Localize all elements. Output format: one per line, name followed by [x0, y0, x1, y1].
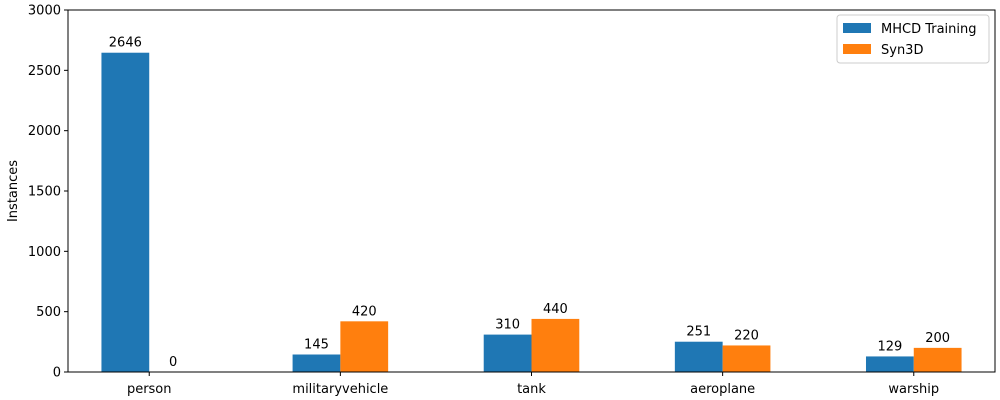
legend-swatch [843, 23, 871, 33]
y-tick-label: 1000 [28, 245, 61, 260]
y-tick-label: 1500 [28, 185, 61, 200]
bar-warship-series-0 [865, 356, 914, 372]
data-label: 0 [169, 355, 177, 370]
legend-swatch [843, 44, 871, 54]
data-label: 200 [925, 331, 950, 346]
data-label: 251 [686, 325, 711, 340]
data-label: 220 [734, 328, 759, 343]
legend-label: Syn3D [881, 43, 923, 58]
legend-label: MHCD Training [881, 22, 977, 37]
bar-warship-series-1 [913, 347, 962, 372]
data-label: 2646 [109, 36, 142, 51]
legend-box [836, 14, 990, 64]
data-label: 420 [352, 304, 377, 319]
bar-aeroplane-series-0 [674, 341, 723, 372]
bar-person-series-0 [101, 52, 150, 372]
data-labels-layer: 2646 145 310 251 129 0 420 440 220 200 [109, 36, 950, 370]
x-tick-label: tank [517, 382, 546, 397]
bar-militaryvehicle-series-0 [292, 354, 341, 372]
y-axis-label: Instances [6, 160, 21, 222]
x-tick-label: militaryvehicle [292, 382, 388, 397]
bars-layer [101, 52, 962, 372]
x-tick-label: aeroplane [690, 382, 755, 397]
data-label: 310 [495, 318, 520, 333]
y-tick-label: 2000 [28, 124, 61, 139]
bar-tank-series-1 [531, 318, 580, 372]
y-tick-label: 0 [53, 366, 61, 381]
bar-tank-series-0 [483, 334, 532, 372]
bar-aeroplane-series-1 [722, 345, 771, 372]
x-tick-label: warship [888, 382, 939, 397]
y-tick-label: 2500 [28, 64, 61, 79]
x-tick-label: person [127, 382, 172, 397]
y-tick-label: 3000 [28, 4, 61, 19]
bar-militaryvehicle-series-1 [340, 321, 389, 372]
data-label: 145 [304, 338, 329, 353]
y-tick-label: 500 [36, 305, 61, 320]
data-label: 440 [543, 302, 568, 317]
data-label: 129 [877, 339, 902, 354]
plot-frame [67, 9, 996, 373]
legend: MHCD Training Syn3D [836, 14, 990, 64]
